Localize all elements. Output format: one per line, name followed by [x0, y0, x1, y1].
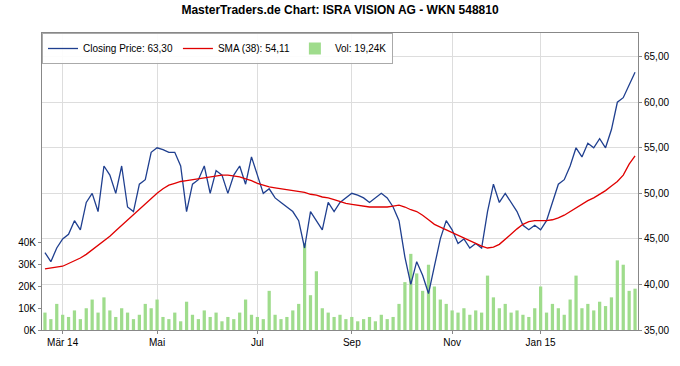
svg-text:Vol: 19,24K: Vol: 19,24K [335, 43, 386, 54]
svg-text:SMA (38): 54,11: SMA (38): 54,11 [218, 43, 290, 54]
svg-text:Mär 14: Mär 14 [47, 337, 79, 348]
svg-text:10K: 10K [18, 303, 36, 314]
svg-text:60,00: 60,00 [644, 97, 669, 108]
svg-text:Sep: Sep [343, 337, 361, 348]
svg-text:20K: 20K [18, 281, 36, 292]
svg-text:30K: 30K [18, 259, 36, 270]
svg-text:50,00: 50,00 [644, 188, 669, 199]
svg-text:Closing Price: 63,30: Closing Price: 63,30 [83, 43, 173, 54]
svg-text:35,00: 35,00 [644, 325, 669, 336]
svg-text:Nov: Nov [443, 337, 461, 348]
svg-text:40,00: 40,00 [644, 279, 669, 290]
svg-text:Jul: Jul [251, 337, 264, 348]
svg-text:Jan 15: Jan 15 [526, 337, 556, 348]
svg-text:0K: 0K [24, 325, 37, 336]
svg-text:Mai: Mai [149, 337, 165, 348]
svg-text:55,00: 55,00 [644, 142, 669, 153]
svg-text:40K: 40K [18, 237, 36, 248]
svg-text:65,00: 65,00 [644, 51, 669, 62]
svg-text:45,00: 45,00 [644, 233, 669, 244]
svg-text:MasterTraders.de Chart: ISRA V: MasterTraders.de Chart: ISRA VISION AG -… [181, 3, 499, 17]
